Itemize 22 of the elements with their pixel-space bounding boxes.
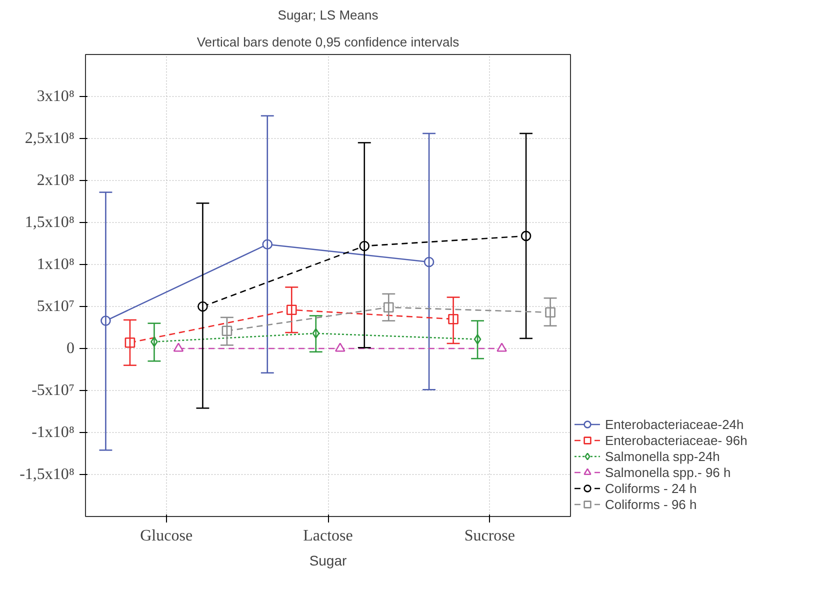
y-tick-label: 2,5x10⁸ bbox=[24, 130, 74, 147]
y-tick-label: 0 bbox=[66, 340, 74, 357]
y-tick-label: -1,5x10⁸ bbox=[20, 466, 74, 483]
y-tick-label: 1x10⁸ bbox=[36, 256, 74, 273]
y-tick-label: 3x10⁸ bbox=[36, 88, 74, 105]
y-tick-label: 1,5x10⁸ bbox=[24, 214, 74, 231]
legend-label: Coliforms - 96 h bbox=[605, 496, 697, 512]
x-tick-label: Glucose bbox=[140, 528, 193, 544]
x-axis-title: Sugar bbox=[309, 552, 348, 568]
x-tick-label: Lactose bbox=[303, 528, 353, 544]
chart-title: Sugar; LS Means bbox=[278, 8, 379, 22]
y-tick-label: -1x10⁸ bbox=[32, 424, 74, 441]
y-tick-label: -5x10⁷ bbox=[32, 382, 74, 399]
legend-label: Salmonella spp-24h bbox=[605, 448, 720, 464]
y-tick-label: 2x10⁸ bbox=[36, 172, 74, 189]
legend-label: Salmonella spp.- 96 h bbox=[605, 464, 731, 480]
legend-label: Coliforms - 24 h bbox=[605, 480, 697, 496]
x-tick-label: Sucrose bbox=[464, 528, 515, 544]
legend-label: Enterobacteriaceae-24h bbox=[605, 416, 744, 432]
chart-subtitle: Vertical bars denote 0,95 confidence intervals bbox=[196, 34, 460, 50]
y-tick-label: 5x10⁷ bbox=[36, 298, 74, 315]
legend-label: Enterobacteriaceae- 96h bbox=[605, 432, 748, 448]
